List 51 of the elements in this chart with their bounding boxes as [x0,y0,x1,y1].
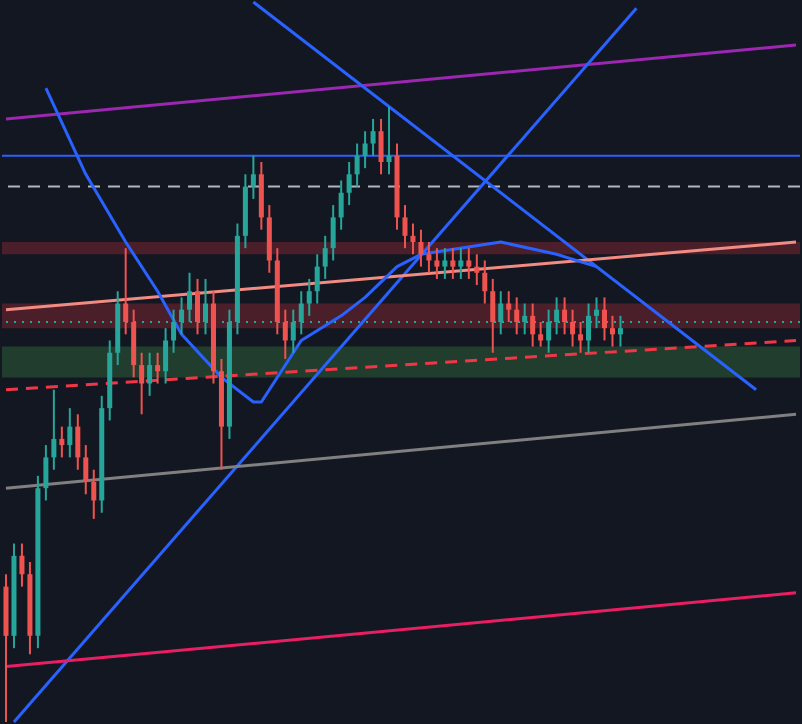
candlestick [530,302,536,348]
candlestick [147,351,153,397]
candlestick [458,247,464,280]
candlestick [266,204,272,274]
candlestick [466,247,472,280]
candlestick [514,296,520,336]
candlestick [91,468,97,520]
candlestick [67,407,73,459]
candlestick [362,130,368,170]
candlestick [83,444,89,496]
candlestick [338,179,344,231]
candlestick [538,321,544,348]
candlestick [43,444,49,502]
candlestick [450,247,456,280]
candlestick [346,161,352,207]
candlestick [322,234,328,280]
candlestick [155,351,161,385]
candlestick [609,314,615,348]
candlestick [378,117,384,176]
candlestick [139,351,145,416]
candlestick [282,308,288,360]
candlestick [306,277,312,317]
candlestick [75,413,81,471]
candlestick [131,308,137,379]
candlestick [51,388,57,471]
candlestick [195,277,201,336]
candlestick [59,425,65,459]
candlestick [163,327,169,385]
candlestick [570,308,576,348]
candlestick [490,277,496,354]
candlestick [474,253,480,287]
candlestick [601,296,607,342]
candlestick [354,142,360,188]
candlestick [370,117,376,157]
candlestick [402,204,408,250]
candlestick [578,321,584,354]
candlestick [418,228,424,268]
candlestick [426,241,432,274]
candlestick [250,154,256,200]
candlestick [506,290,512,323]
candlestick [258,161,264,231]
candlestick [19,542,25,588]
candlestick [123,247,129,336]
candlestick [330,204,336,262]
candlestick [562,296,568,336]
candlestick [434,247,440,280]
candlestick [442,247,448,280]
candlestick [410,222,416,256]
candlestick [386,105,392,176]
candlestick [482,259,488,305]
candlestick [314,253,320,305]
